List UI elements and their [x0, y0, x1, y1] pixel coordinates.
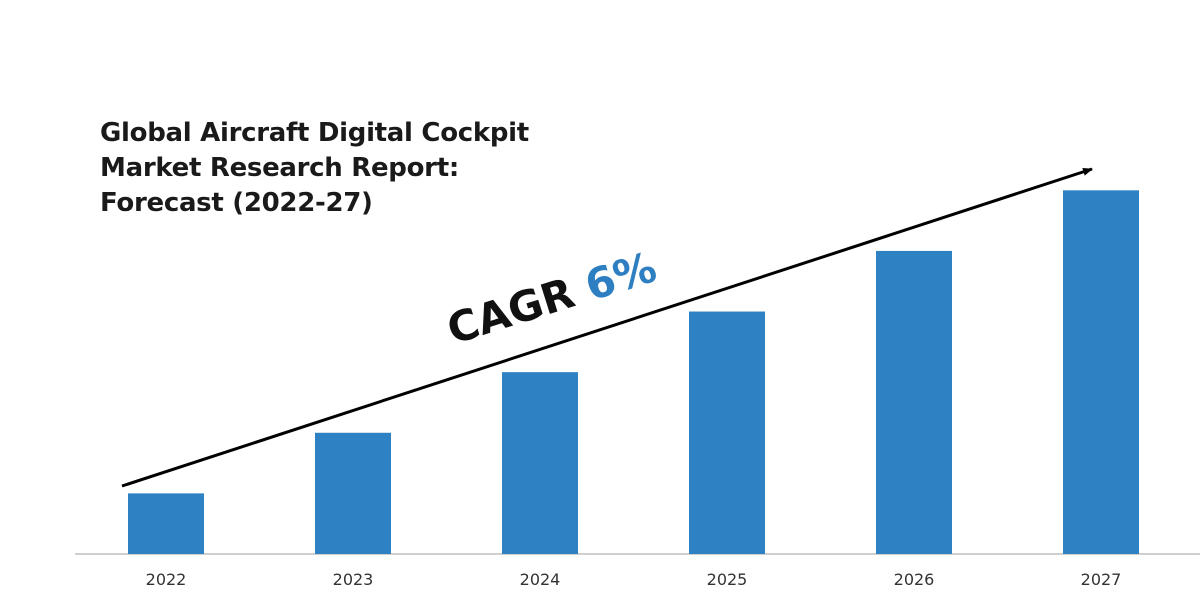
x-tick-label-2022: 2022	[146, 570, 187, 589]
x-tick-label-2026: 2026	[894, 570, 935, 589]
bar-2026	[876, 250, 952, 554]
chart-title-line-3: Forecast (2022-27)	[100, 188, 373, 218]
x-tick-labels: 2022 2023 2024 2025 2026 2027	[146, 570, 1122, 589]
x-tick-label-2025: 2025	[707, 570, 748, 589]
bar-2023	[315, 432, 391, 554]
chart-title-line-1: Global Aircraft Digital Cockpit	[100, 118, 529, 148]
x-tick-label-2027: 2027	[1081, 570, 1122, 589]
bar-group	[128, 190, 1139, 555]
x-tick-label-2023: 2023	[333, 570, 374, 589]
bar-2022	[128, 493, 204, 554]
bar-2027	[1063, 190, 1139, 555]
x-tick-label-2024: 2024	[520, 570, 561, 589]
bar-2024	[502, 372, 578, 554]
trend-arrow	[121, 167, 1093, 488]
bar-2025	[689, 311, 765, 554]
chart-title-line-2: Market Research Report:	[100, 153, 459, 183]
chart-title: Global Aircraft Digital Cockpit Market R…	[100, 116, 580, 221]
